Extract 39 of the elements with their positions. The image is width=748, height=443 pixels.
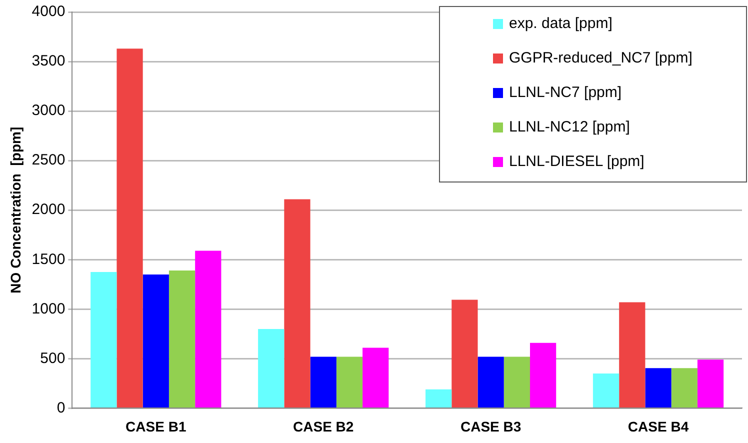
bar — [362, 348, 389, 408]
bar — [504, 356, 530, 408]
y-tick-label: 3000 — [32, 102, 66, 120]
bar — [284, 199, 310, 408]
legend-label: GGPR-reduced_NC7 [ppm] — [509, 50, 692, 67]
bar — [90, 272, 117, 408]
y-tick-label: 1500 — [32, 250, 66, 268]
bar — [592, 374, 620, 408]
bar — [168, 270, 196, 408]
bar — [310, 356, 336, 408]
bar — [195, 250, 222, 408]
y-tick-label: 2000 — [32, 201, 66, 218]
bar — [671, 368, 698, 408]
bar — [645, 368, 672, 408]
bar — [336, 356, 363, 408]
bar — [697, 360, 724, 408]
legend-label: LLNL-NC7 [ppm] — [509, 84, 622, 102]
y-tick-label: 2500 — [32, 152, 66, 169]
x-tick-label: CASE B3 — [460, 418, 522, 434]
x-tick-label: CASE B1 — [126, 418, 186, 434]
x-tick-label: CASE B4 — [628, 418, 689, 434]
y-axis-title: NO Concentration [ppm] — [7, 126, 24, 294]
legend-label: LLNL-NC12 [ppm] — [509, 118, 630, 136]
bar — [258, 328, 284, 408]
y-tick-label: 1000 — [32, 300, 66, 318]
bar — [478, 356, 504, 408]
bar — [452, 300, 478, 408]
legend-label: LLNL-DIESEL [ppm] — [509, 153, 644, 170]
y-tick-label: 500 — [40, 350, 66, 367]
y-tick-label: 3500 — [32, 52, 66, 70]
legend-label: exp. data [ppm] — [509, 15, 612, 32]
bar — [530, 342, 556, 408]
y-tick-label: 0 — [56, 399, 66, 416]
bar — [116, 48, 143, 408]
bar — [426, 389, 452, 408]
x-tick-label: CASE B2 — [293, 418, 354, 434]
bar — [619, 302, 646, 408]
bar — [142, 274, 169, 408]
y-tick-label: 4000 — [32, 3, 66, 20]
